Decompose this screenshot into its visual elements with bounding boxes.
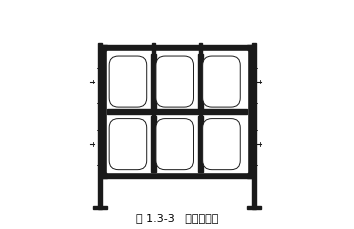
Polygon shape — [151, 117, 156, 172]
Polygon shape — [102, 46, 252, 52]
Polygon shape — [252, 44, 256, 210]
Polygon shape — [199, 106, 202, 110]
Polygon shape — [199, 52, 202, 56]
Polygon shape — [199, 44, 202, 52]
Polygon shape — [152, 114, 155, 118]
Polygon shape — [198, 117, 203, 172]
Polygon shape — [152, 106, 155, 110]
Polygon shape — [198, 55, 203, 110]
Polygon shape — [98, 44, 102, 210]
FancyBboxPatch shape — [109, 57, 147, 108]
Polygon shape — [199, 169, 202, 172]
Polygon shape — [107, 110, 247, 114]
FancyBboxPatch shape — [156, 57, 194, 108]
Polygon shape — [247, 46, 252, 179]
FancyBboxPatch shape — [203, 119, 240, 170]
Polygon shape — [199, 114, 202, 118]
Polygon shape — [152, 44, 155, 52]
Polygon shape — [102, 172, 252, 179]
FancyBboxPatch shape — [156, 119, 194, 170]
Polygon shape — [152, 52, 155, 56]
Polygon shape — [93, 206, 107, 210]
FancyBboxPatch shape — [203, 57, 240, 108]
Polygon shape — [247, 206, 261, 210]
Polygon shape — [152, 169, 155, 172]
Polygon shape — [151, 55, 156, 110]
FancyBboxPatch shape — [109, 119, 147, 170]
Polygon shape — [107, 52, 247, 172]
Polygon shape — [102, 46, 107, 179]
Text: 图 1.3-3   施工分层图: 图 1.3-3 施工分层图 — [136, 212, 218, 222]
